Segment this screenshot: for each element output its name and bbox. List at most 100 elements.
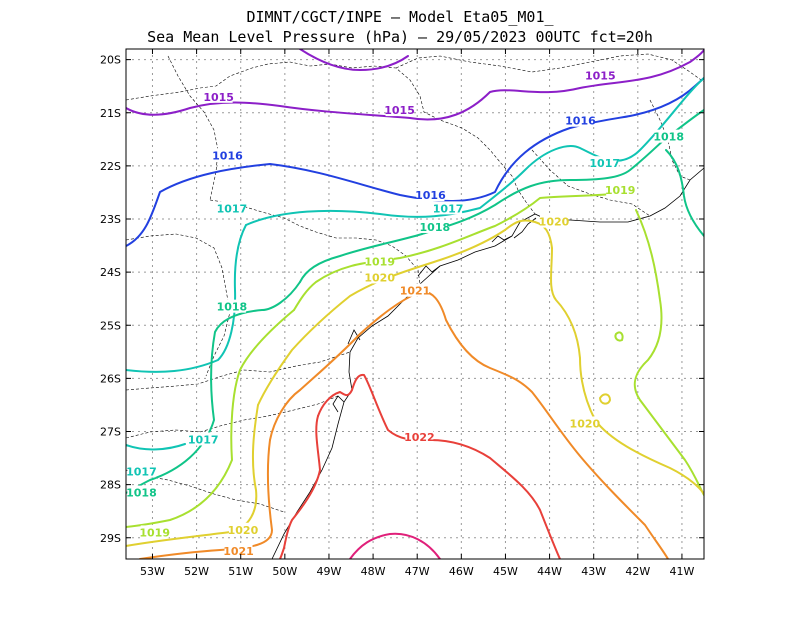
isobar-label-bg [228,522,257,536]
isobar-label-bg [365,270,394,284]
isobar-label-bg [570,416,599,430]
isobar-label-bg [566,113,595,127]
isobar-label-1016: 1016 [415,189,446,202]
isobar-label-1015: 1015 [585,70,616,83]
river-parana [167,55,219,201]
lat-tick-label: 23S [100,213,121,226]
isobar-label-1020: 1020 [570,418,601,431]
isobar-1017 [245,77,704,226]
isobar-label-1018: 1018 [126,487,157,500]
isobar-label-bg [204,89,233,103]
isobar-1021 [269,290,669,559]
isobar-label-1016: 1016 [212,149,243,162]
isobar-label-1017: 1017 [188,433,219,446]
lat-tick-label: 26S [100,372,121,385]
lon-tick-label: 44W [537,565,562,578]
isobar-label-bg [590,156,619,170]
isobar-label-1017: 1017 [433,202,464,215]
lat-tick-label: 28S [100,479,121,492]
isobar-1017-west [126,224,247,373]
lat-tick-label: 27S [100,426,121,439]
isobar-label-1018: 1018 [653,131,684,144]
isobar-label-bg [217,299,246,313]
lon-tick-label: 41W [670,565,695,578]
isobar-1018 [299,109,704,283]
isobar-1015-north [299,49,409,71]
map-title-line1: DIMNT/CGCT/INPE – Model Eta05_M01_ [246,8,554,26]
isobar-label-bg [420,219,449,233]
lon-tick-label: 50W [272,565,297,578]
isobar-1018-west [126,281,301,494]
lon-tick-label: 53W [140,565,165,578]
lon-tick-label: 46W [449,565,474,578]
isobar-label-1021: 1021 [400,285,431,298]
isobar-label-bg [217,201,246,215]
isobar-label-1016: 1016 [565,115,596,128]
isobar-1020-loop [599,393,611,405]
coastline [271,167,704,559]
lat-tick-label: 24S [100,266,121,279]
axis-ticks: 53W 52W 51W 50W 49W 48W 47W 46W 45W 44W 43W 42W 41W 2… [100,49,704,578]
isobar-label-1018: 1018 [217,301,248,314]
isobar-1021-west [139,439,273,559]
lat-tick-label: 29S [100,532,121,545]
isobar-label-1020: 1020 [228,524,259,537]
isobar-label-1015: 1015 [384,104,415,117]
lon-tick-label: 45W [493,565,518,578]
lon-tick-label: 51W [228,565,253,578]
plot-frame [125,48,705,560]
lat-tick-label: 21S [100,107,121,120]
isobar-1022 [317,373,561,559]
isobar-label-1017: 1017 [217,202,248,215]
state-border-mg-rj [531,149,651,217]
isobar-1020-west [126,404,259,547]
lon-tick-label: 47W [405,565,430,578]
lon-tick-label: 42W [625,565,650,578]
lon-tick-label: 43W [581,565,606,578]
isobar-label-1019: 1019 [139,526,170,539]
isobar-label-bg [401,283,429,297]
lat-tick-label: 20S [100,54,121,67]
isobar-label-1022: 1022 [404,431,435,444]
isobar-label-bg [213,148,242,162]
isobar-label-bg [385,103,414,117]
isobar-label-bg [416,188,445,202]
isobar-1019-east [633,209,704,496]
lon-tick-label: 52W [184,565,209,578]
isobar-1020 [257,219,704,495]
isobar-label-1017: 1017 [126,465,157,478]
isobar-label-bg [586,68,615,82]
lat-lon-grid [126,49,704,559]
isobar-label-bg [539,214,568,228]
isobar-1023 [349,532,441,559]
map-title-line2: Sea Mean Level Pressure (hPa) – 29/05/20… [147,28,653,46]
state-border-pr-sc [126,351,351,391]
isobar-label-bg [606,182,635,196]
isobar-label-1017: 1017 [589,157,620,170]
isobar-label-bg [405,429,434,443]
coastline-detail [332,217,537,413]
isobar-label-1019: 1019 [364,256,395,269]
isobar-label-1020: 1020 [539,216,570,229]
isobar-label-bg [654,129,683,143]
isobar-1018-east [665,149,704,237]
isobar-label-bg [127,464,156,478]
isobar-1017-sw [126,443,186,451]
lon-tick-label: 49W [317,565,342,578]
state-border-sc-rs [126,395,339,439]
isobar-1019-loop [614,331,624,342]
isobar-label-1020: 1020 [364,271,395,284]
country-border-paraguay [126,233,231,377]
lat-tick-label: 22S [100,160,121,173]
isobar-label-1015: 1015 [203,91,234,104]
isobar-1019 [293,193,613,311]
isobar-label-bg [365,254,394,268]
isobar-1022-west [279,415,321,559]
isobar-label-bg [224,544,253,558]
lon-tick-label: 48W [361,565,386,578]
isobar-label-1021: 1021 [223,545,254,558]
isobar-label-1019: 1019 [605,184,636,197]
